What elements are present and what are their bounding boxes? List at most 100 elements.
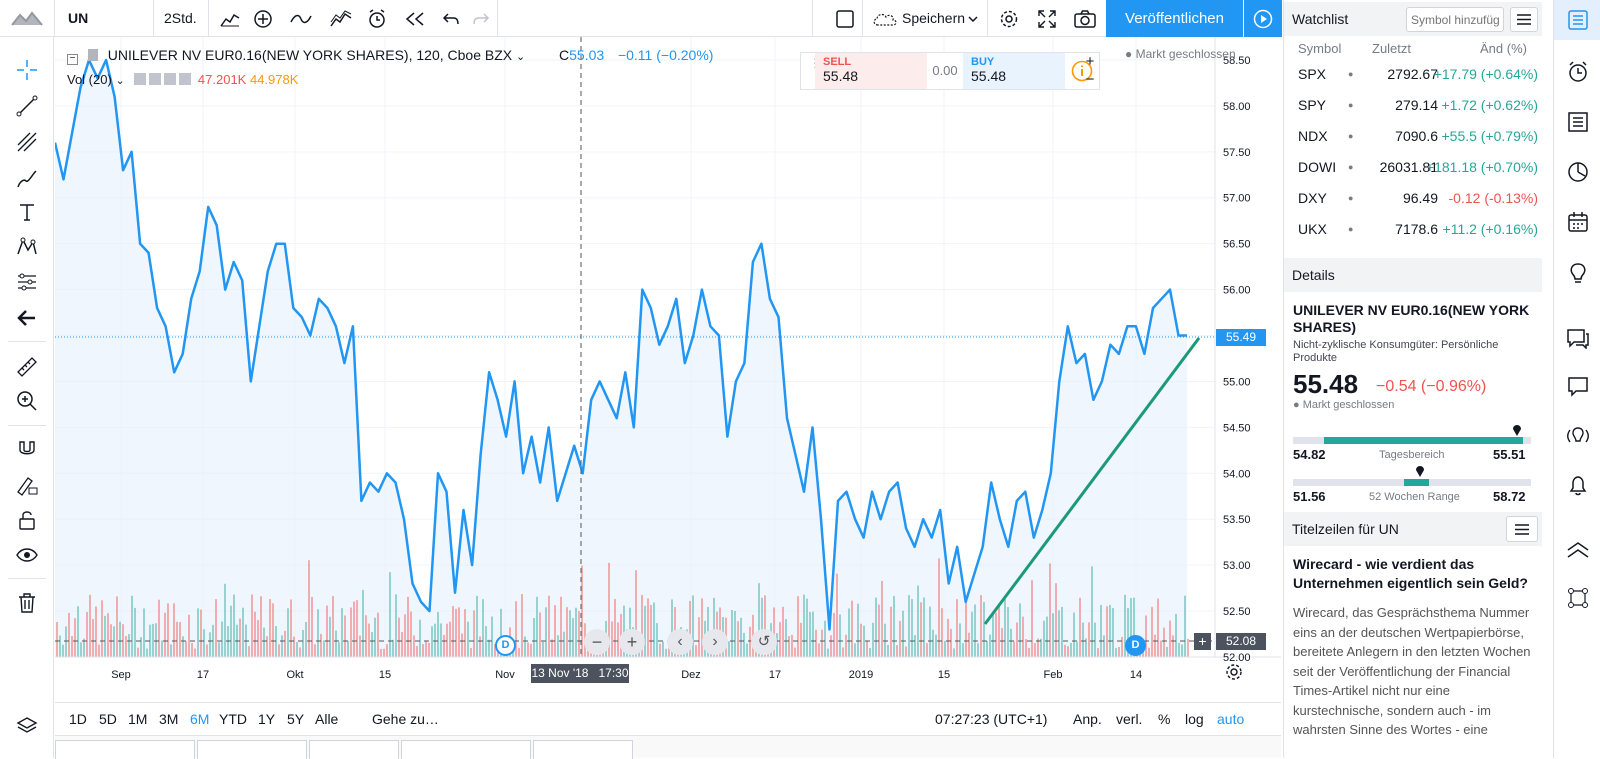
lock-icon[interactable] bbox=[0, 503, 54, 537]
camera-icon[interactable] bbox=[1068, 0, 1102, 37]
range-button-alle[interactable]: Alle bbox=[315, 711, 339, 727]
minus-icon[interactable]: − bbox=[1085, 71, 1095, 88]
fib-icon[interactable] bbox=[0, 125, 54, 159]
prediction-icon[interactable] bbox=[0, 265, 54, 299]
eye-icon[interactable] bbox=[0, 538, 54, 572]
collapse-legend-icon[interactable]: − bbox=[67, 54, 78, 65]
trend-line[interactable] bbox=[983, 337, 1201, 625]
scroll-right-button[interactable]: › bbox=[702, 629, 728, 655]
interval-selector[interactable]: 2Std. bbox=[164, 10, 197, 26]
zoom-in-icon[interactable] bbox=[0, 384, 54, 418]
fullscreen-icon[interactable] bbox=[1030, 0, 1064, 37]
undo-icon[interactable] bbox=[434, 0, 468, 37]
watchlist-row[interactable]: UKX ● 7178.6 +11.2 (+0.16%) bbox=[1284, 214, 1542, 245]
streams-icon[interactable] bbox=[1554, 416, 1600, 456]
symbol-title[interactable]: UNILEVER NV EUR0.16(NEW YORK SHARES), 12… bbox=[107, 47, 513, 63]
hotlist-icon[interactable] bbox=[1554, 152, 1600, 192]
brush-icon[interactable] bbox=[0, 161, 54, 195]
publish-button[interactable]: Veröffentlichen bbox=[1106, 0, 1243, 37]
list-menu-icon[interactable] bbox=[1510, 7, 1538, 32]
indicator-controls[interactable] bbox=[134, 73, 194, 85]
financials-icon[interactable] bbox=[324, 0, 358, 37]
zoom-in-button[interactable]: + bbox=[619, 629, 645, 655]
price-chart[interactable]: 58.5058.0057.5057.0056.5056.0055.5055.00… bbox=[55, 37, 1281, 702]
bottom-tab[interactable] bbox=[401, 740, 531, 759]
extended-hours-toggle[interactable]: verl. bbox=[1116, 711, 1143, 727]
volume-label[interactable]: Vol (20) bbox=[67, 72, 112, 87]
range-button-1m[interactable]: 1M bbox=[128, 711, 148, 727]
col-symbol[interactable]: Symbol bbox=[1298, 41, 1342, 56]
gear-icon[interactable] bbox=[992, 0, 1026, 37]
layers-icon[interactable] bbox=[0, 709, 54, 743]
chat-icon[interactable] bbox=[1554, 318, 1600, 358]
replay-icon[interactable] bbox=[398, 0, 432, 37]
ideas-lightbulb-icon[interactable] bbox=[1554, 254, 1600, 294]
add-symbol-input[interactable] bbox=[1406, 7, 1504, 32]
data-window-icon[interactable] bbox=[1554, 102, 1600, 142]
watchlist-row[interactable]: SPY ● 279.14 +1.72 (+0.62%) bbox=[1284, 90, 1542, 121]
zoom-out-button[interactable]: − bbox=[584, 629, 610, 655]
col-change[interactable]: Änd (%) bbox=[1480, 41, 1527, 56]
dividend-marker[interactable]: D bbox=[495, 635, 516, 656]
indicators-icon[interactable] bbox=[284, 0, 318, 37]
alert-clock-icon[interactable] bbox=[360, 0, 394, 37]
auto-toggle[interactable]: auto bbox=[1217, 711, 1245, 727]
crosshair-add-icon[interactable]: + bbox=[1194, 633, 1211, 650]
adjust-toggle[interactable]: Anp. bbox=[1073, 711, 1102, 727]
watchlist-row[interactable]: NDX ● 7090.6 +55.5 (+0.79%) bbox=[1284, 121, 1542, 152]
clock-time[interactable]: 07:27:23 (UTC+1) bbox=[935, 711, 1048, 727]
flag-icon[interactable] bbox=[87, 49, 98, 61]
col-last[interactable]: Zuletzt bbox=[1372, 41, 1412, 56]
axis-settings-icon[interactable] bbox=[1225, 663, 1243, 686]
logo-icon[interactable] bbox=[0, 0, 54, 37]
range-button-6m[interactable]: 6M bbox=[190, 711, 210, 727]
collapse-panel-chevrons-icon[interactable] bbox=[1554, 530, 1600, 570]
messages-icon[interactable] bbox=[1554, 366, 1600, 406]
percent-toggle[interactable]: % bbox=[1158, 711, 1171, 727]
layout-square-icon[interactable] bbox=[828, 0, 862, 37]
range-button-5y[interactable]: 5Y bbox=[287, 711, 305, 727]
range-button-3m[interactable]: 3M bbox=[159, 711, 179, 727]
calendar-icon[interactable] bbox=[1554, 202, 1600, 242]
range-button-ytd[interactable]: YTD bbox=[219, 711, 247, 727]
ruler-icon[interactable] bbox=[0, 350, 54, 384]
redo-icon[interactable] bbox=[464, 0, 498, 37]
chart-style-icon[interactable] bbox=[213, 0, 247, 37]
watchlist-row[interactable]: DOWI ● 26031.81 +181.18 (+0.70%) bbox=[1284, 152, 1542, 183]
play-icon[interactable] bbox=[1244, 0, 1282, 37]
watchlist-row[interactable]: DXY ● 96.49 -0.12 (-0.13%) bbox=[1284, 183, 1542, 214]
alarm-clock-icon[interactable] bbox=[1554, 52, 1600, 92]
compare-add-icon[interactable] bbox=[246, 0, 280, 37]
list-menu-icon[interactable] bbox=[1506, 516, 1538, 542]
text-icon[interactable] bbox=[0, 195, 54, 229]
bottom-tab[interactable] bbox=[197, 740, 307, 759]
save-button[interactable]: Speichern bbox=[902, 10, 966, 26]
range-button-1d[interactable]: 1D bbox=[69, 711, 87, 727]
buy-button[interactable]: BUY 55.48 bbox=[963, 53, 1065, 89]
details-sector[interactable]: Nicht-zyklische Konsumgüter: Persönliche… bbox=[1293, 339, 1499, 364]
chart-area[interactable]: 58.5058.0057.5057.0056.5056.0055.5055.00… bbox=[55, 37, 1281, 702]
chevron-down-icon[interactable]: ⌄ bbox=[115, 75, 125, 87]
range-button-1y[interactable]: 1Y bbox=[258, 711, 276, 727]
trash-icon[interactable] bbox=[0, 586, 54, 620]
reset-chart-button[interactable]: ↺ bbox=[751, 629, 777, 655]
notifications-bell-icon[interactable] bbox=[1554, 466, 1600, 506]
goto-date-button[interactable]: Gehe zu… bbox=[372, 711, 439, 727]
watchlist-row[interactable]: SPX ● 2792.67 +17.79 (+0.64%) bbox=[1284, 59, 1542, 90]
trend-line-icon[interactable] bbox=[0, 89, 54, 123]
scroll-left-button[interactable]: ‹ bbox=[667, 629, 693, 655]
symbol-search[interactable]: UN bbox=[68, 10, 89, 26]
sell-button[interactable]: SELL 55.48 bbox=[815, 53, 927, 89]
chevron-down-icon[interactable]: ⌄ bbox=[516, 51, 526, 63]
chevron-down-icon[interactable] bbox=[963, 0, 983, 37]
range-button-5d[interactable]: 5D bbox=[99, 711, 117, 727]
magnet-icon[interactable] bbox=[0, 433, 54, 467]
hide-toolbar-arrow-icon[interactable] bbox=[0, 301, 54, 335]
headline-link[interactable]: Wirecard - wie verdient das Unternehmen … bbox=[1293, 556, 1528, 591]
bottom-tab[interactable] bbox=[533, 740, 633, 759]
watchlist-icon[interactable] bbox=[1554, 0, 1600, 40]
log-toggle[interactable]: log bbox=[1185, 711, 1204, 727]
dividend-marker[interactable]: D bbox=[1125, 635, 1146, 656]
info-icon[interactable] bbox=[1065, 53, 1099, 89]
node-connect-icon[interactable] bbox=[1554, 578, 1600, 618]
